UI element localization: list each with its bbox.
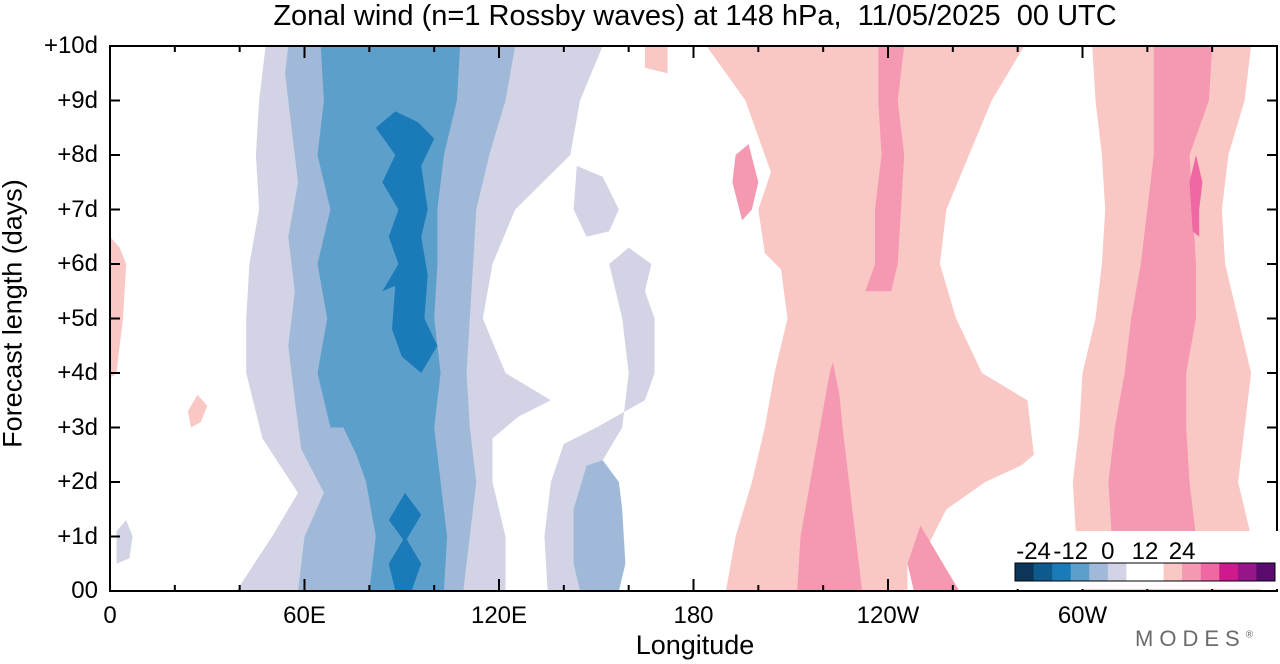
colorbar-swatch: [1052, 563, 1072, 581]
colorbar-swatch: [1182, 563, 1202, 581]
colorbar-swatch: [1015, 563, 1035, 581]
colorbar-label: -12: [1053, 538, 1089, 565]
colorbar-frame: [1014, 562, 1276, 582]
x-axis-label: Longitude: [635, 630, 755, 660]
y-tick-label: +10d: [43, 32, 98, 59]
y-tick-label: +8d: [57, 141, 98, 168]
colorbar-swatch: [1163, 563, 1183, 581]
y-tick-label: +9d: [57, 86, 98, 114]
colorbar-swatch: [1256, 563, 1276, 581]
y-tick-label: +7d: [57, 195, 98, 223]
contour-layer: [110, 46, 1261, 591]
x-tick-label: 0: [103, 602, 117, 629]
contour-region-5: [573, 460, 626, 591]
y-tick-label: 00: [71, 577, 98, 604]
contour-region-19: [865, 46, 905, 292]
colorbar-label: 24: [1168, 538, 1196, 565]
x-tick-label: 120W: [856, 602, 920, 629]
colorbar-swatch: [1200, 563, 1220, 581]
colorbar-label: 0: [1101, 538, 1115, 565]
colorbar-swatch: [1219, 563, 1239, 581]
x-tick-label: 60E: [283, 602, 326, 629]
colorbar-swatch: [1237, 563, 1257, 581]
contour-region-11: [725, 155, 817, 591]
contour-region-1: [544, 247, 655, 591]
colorbar-swatch: [1126, 563, 1146, 581]
y-tick-label: +6d: [57, 250, 98, 277]
contour-region-7: [375, 111, 438, 374]
chart-title: Zonal wind (n=1 Rossby waves) at 148 hPa…: [273, 0, 1117, 32]
contour-region-16: [797, 362, 863, 591]
colorbar-swatch: [1070, 563, 1090, 581]
colorbar-swatch: [1107, 563, 1127, 581]
x-tick-label: 120E: [470, 602, 528, 629]
contour-region-15: [187, 394, 208, 428]
y-tick-label: +1d: [57, 522, 98, 550]
y-tick-label: +4d: [57, 359, 98, 386]
x-tick-label: 60W: [1057, 602, 1108, 629]
contour-region-2: [573, 165, 619, 237]
colorbar-swatch: [1089, 563, 1109, 581]
y-tick-label: +3d: [57, 413, 98, 441]
registered-mark: ®: [1245, 629, 1254, 641]
y-tick-label: +5d: [57, 304, 98, 332]
contour-region-9: [388, 492, 422, 542]
contour-region-8: [388, 536, 422, 591]
y-tick-label: +2d: [57, 468, 98, 495]
colorbar-swatch: [1145, 563, 1165, 581]
colorbar-label: 12: [1131, 538, 1159, 565]
contour-region-14: [110, 236, 127, 379]
contour-region-17: [907, 525, 960, 591]
contour-region-6: [317, 46, 461, 591]
brand-text: MODES: [1135, 626, 1246, 651]
contour-region-13: [644, 46, 668, 74]
contour-region-20: [1108, 46, 1213, 564]
contour-region-21: [1189, 155, 1203, 237]
contour-region-3: [116, 520, 133, 564]
contour-region-18: [732, 144, 759, 221]
colorbar-swatch: [1033, 563, 1053, 581]
x-tick-label: 180: [673, 602, 714, 629]
colorbar-label: -24: [1016, 538, 1051, 565]
brand-logo: MODES®: [1135, 626, 1253, 652]
